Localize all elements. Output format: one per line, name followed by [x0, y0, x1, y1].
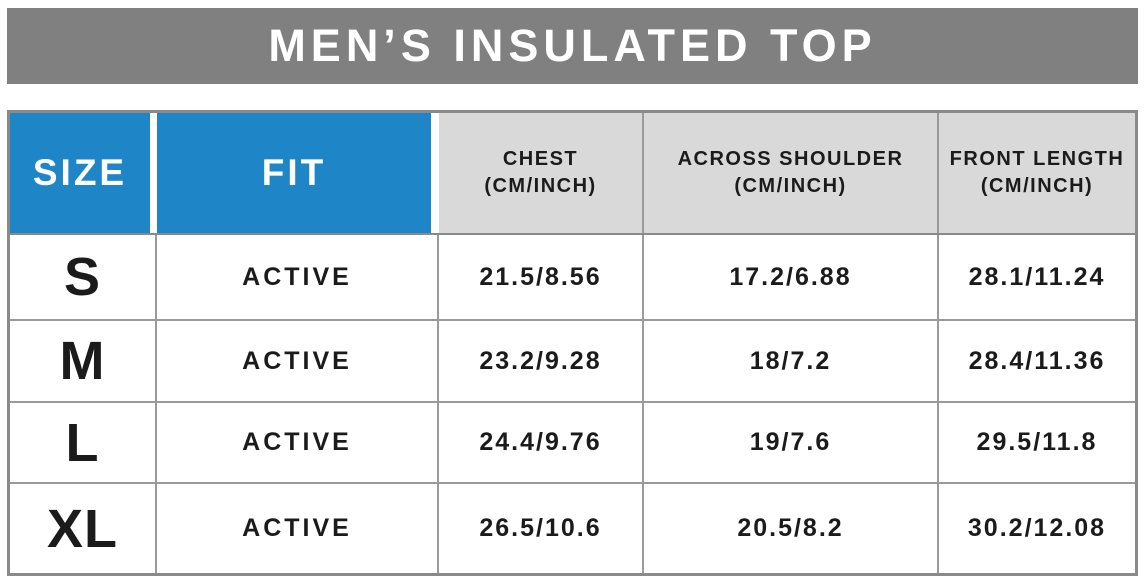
cell-fit: ACTIVE	[157, 403, 439, 482]
header-cell-fit: FIT	[157, 113, 439, 233]
page-title: MEN’S INSULATED TOP	[268, 20, 877, 71]
table-row-size-l: L ACTIVE 24.4/9.76 19/7.6 29.5/11.8	[10, 403, 1135, 484]
header-unit-across-shoulder: (CM/INCH)	[734, 175, 847, 197]
table-row-size-m: M ACTIVE 23.2/9.28 18/7.2 28.4/11.36	[10, 321, 1135, 403]
header-label-fit: FIT	[261, 152, 327, 193]
cell-front-length: 29.5/11.8	[976, 428, 1098, 456]
cell-fit: ACTIVE	[157, 321, 439, 401]
cell-chest: 26.5/10.6	[439, 484, 644, 573]
header-unit-chest: (CM/INCH)	[484, 175, 597, 197]
header-cell-across-shoulder: ACROSS SHOULDER (CM/INCH)	[644, 113, 939, 233]
cell-fit: ACTIVE	[157, 235, 439, 319]
table-row-size-xl: XL ACTIVE 26.5/10.6 20.5/8.2 30.2/12.08	[10, 484, 1135, 573]
header-label-across-shoulder: ACROSS SHOULDER	[677, 148, 904, 170]
header-label-front-length: FRONT LENGTH	[949, 148, 1125, 170]
title-banner: MEN’S INSULATED TOP	[7, 8, 1138, 84]
table-header-row: SIZE FIT CHEST (CM/INCH) ACROSS SHOULDER…	[10, 113, 1135, 235]
cell-size: L	[10, 403, 157, 482]
cell-front-length: 28.1/11.24	[968, 262, 1106, 291]
header-label-chest: CHEST	[502, 148, 579, 170]
cell-across-shoulder: 20.5/8.2	[644, 484, 939, 573]
cell-size: XL	[10, 484, 157, 573]
cell-size: S	[10, 235, 157, 319]
cell-chest: 23.2/9.28	[439, 321, 644, 401]
header-label-size: SIZE	[32, 152, 128, 193]
cell-front-length: 28.4/11.36	[968, 346, 1106, 375]
header-cell-front-length: FRONT LENGTH (CM/INCH)	[939, 113, 1135, 233]
cell-front-length: 30.2/12.08	[967, 514, 1107, 542]
header-cell-size: SIZE	[10, 113, 157, 233]
size-chart-table: SIZE FIT CHEST (CM/INCH) ACROSS SHOULDER…	[7, 110, 1138, 576]
cell-fit: ACTIVE	[157, 484, 439, 573]
cell-across-shoulder: 17.2/6.88	[644, 235, 939, 319]
cell-chest: 24.4/9.76	[439, 403, 644, 482]
cell-chest: 21.5/8.56	[439, 235, 644, 319]
table-row-size-s: S ACTIVE 21.5/8.56 17.2/6.88 28.1/11.24	[10, 235, 1135, 321]
header-unit-front-length: (CM/INCH)	[980, 175, 1094, 197]
cell-across-shoulder: 19/7.6	[644, 403, 939, 482]
cell-size: M	[10, 321, 157, 401]
header-cell-chest: CHEST (CM/INCH)	[439, 113, 644, 233]
cell-across-shoulder: 18/7.2	[644, 321, 939, 401]
